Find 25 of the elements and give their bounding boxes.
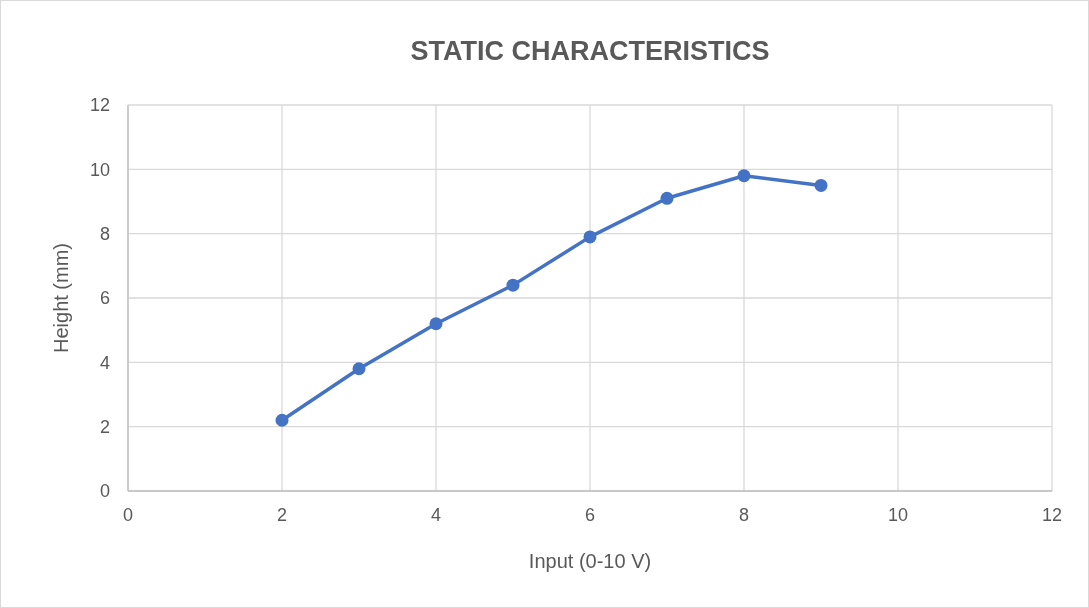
x-tick-label: 12 [1041, 505, 1063, 525]
y-tick-label: 8 [99, 223, 110, 244]
y-tick-label: 10 [89, 159, 110, 180]
x-axis-title: Input (0-10 V) [528, 550, 652, 572]
point [275, 413, 289, 427]
y-tick-label: 12 [89, 95, 110, 116]
point [583, 230, 597, 244]
point [737, 169, 751, 183]
y-tick-label: 0 [99, 481, 110, 502]
point [814, 178, 828, 192]
y-tick-label: 6 [99, 288, 110, 309]
x-tick-label: 2 [276, 505, 288, 525]
y-axis-title: Height (mm) [50, 242, 72, 354]
x-tick-label: 4 [430, 505, 442, 525]
x-tick-label: 10 [887, 505, 909, 525]
y-tick-label: 2 [99, 416, 110, 437]
point [660, 191, 674, 205]
x-tick-label: 0 [122, 505, 134, 525]
x-tick-label: 8 [738, 505, 750, 525]
y-tick-label: 4 [99, 352, 110, 373]
point [506, 278, 520, 292]
chart-title: STATIC CHARACTERISTICS [410, 36, 770, 66]
point [352, 362, 366, 376]
point [429, 317, 443, 331]
x-tick-label: 6 [584, 505, 596, 525]
